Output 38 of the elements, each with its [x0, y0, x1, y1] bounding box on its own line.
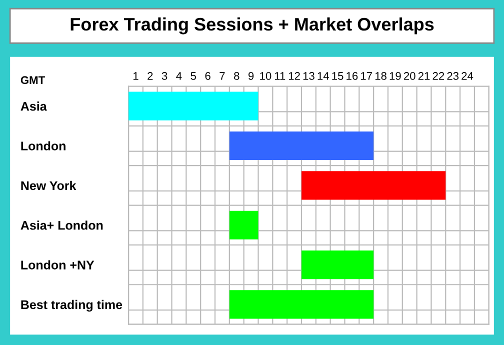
x-tick-label: 16: [346, 72, 358, 80]
x-tick-label: 6: [205, 72, 210, 80]
bar: [229, 210, 258, 240]
x-tick-label: 19: [390, 72, 401, 80]
y-tick-label: Best trading time: [21, 300, 122, 312]
x-tick-label: 20: [404, 72, 416, 80]
x-axis-title: GMT: [20, 76, 45, 84]
x-tick-label: 7: [220, 72, 225, 80]
y-tick-label: London +NY: [21, 260, 94, 270]
bar: [229, 290, 374, 319]
x-tick-label: 15: [332, 72, 344, 80]
x-tick-label: 18: [375, 72, 386, 80]
chart-title: Forex Trading Sessions + Market Overlaps: [70, 17, 434, 34]
x-tick-label: 11: [274, 72, 286, 80]
x-tick-label: 14: [318, 72, 329, 80]
bar: [128, 92, 258, 120]
bar: [301, 171, 446, 200]
x-tick-label: 2: [148, 72, 153, 80]
x-tick-label: 8: [234, 72, 240, 80]
x-tick-label: 10: [260, 72, 272, 80]
x-tick-label: 4: [176, 72, 182, 80]
x-tick-label: 1: [133, 72, 138, 80]
x-tick-label: 24: [462, 72, 474, 80]
y-tick-label: New York: [21, 180, 76, 190]
x-tick-label: 3: [162, 72, 168, 80]
y-tick-label: London: [21, 141, 66, 150]
x-tick-label: 23: [447, 72, 459, 80]
x-tick-label: 13: [303, 72, 314, 80]
y-tick-label: Asia: [20, 102, 47, 111]
x-tick-label: 12: [288, 72, 300, 80]
bar: [229, 131, 374, 160]
bar: [301, 250, 374, 280]
x-tick-label: 21: [418, 72, 430, 80]
x-tick-label: 17: [361, 72, 372, 80]
x-tick-label: 9: [248, 72, 254, 80]
x-tick-label: 5: [190, 72, 196, 80]
y-tick-label: Asia+ London: [20, 220, 103, 230]
x-tick-label: 22: [432, 72, 444, 80]
